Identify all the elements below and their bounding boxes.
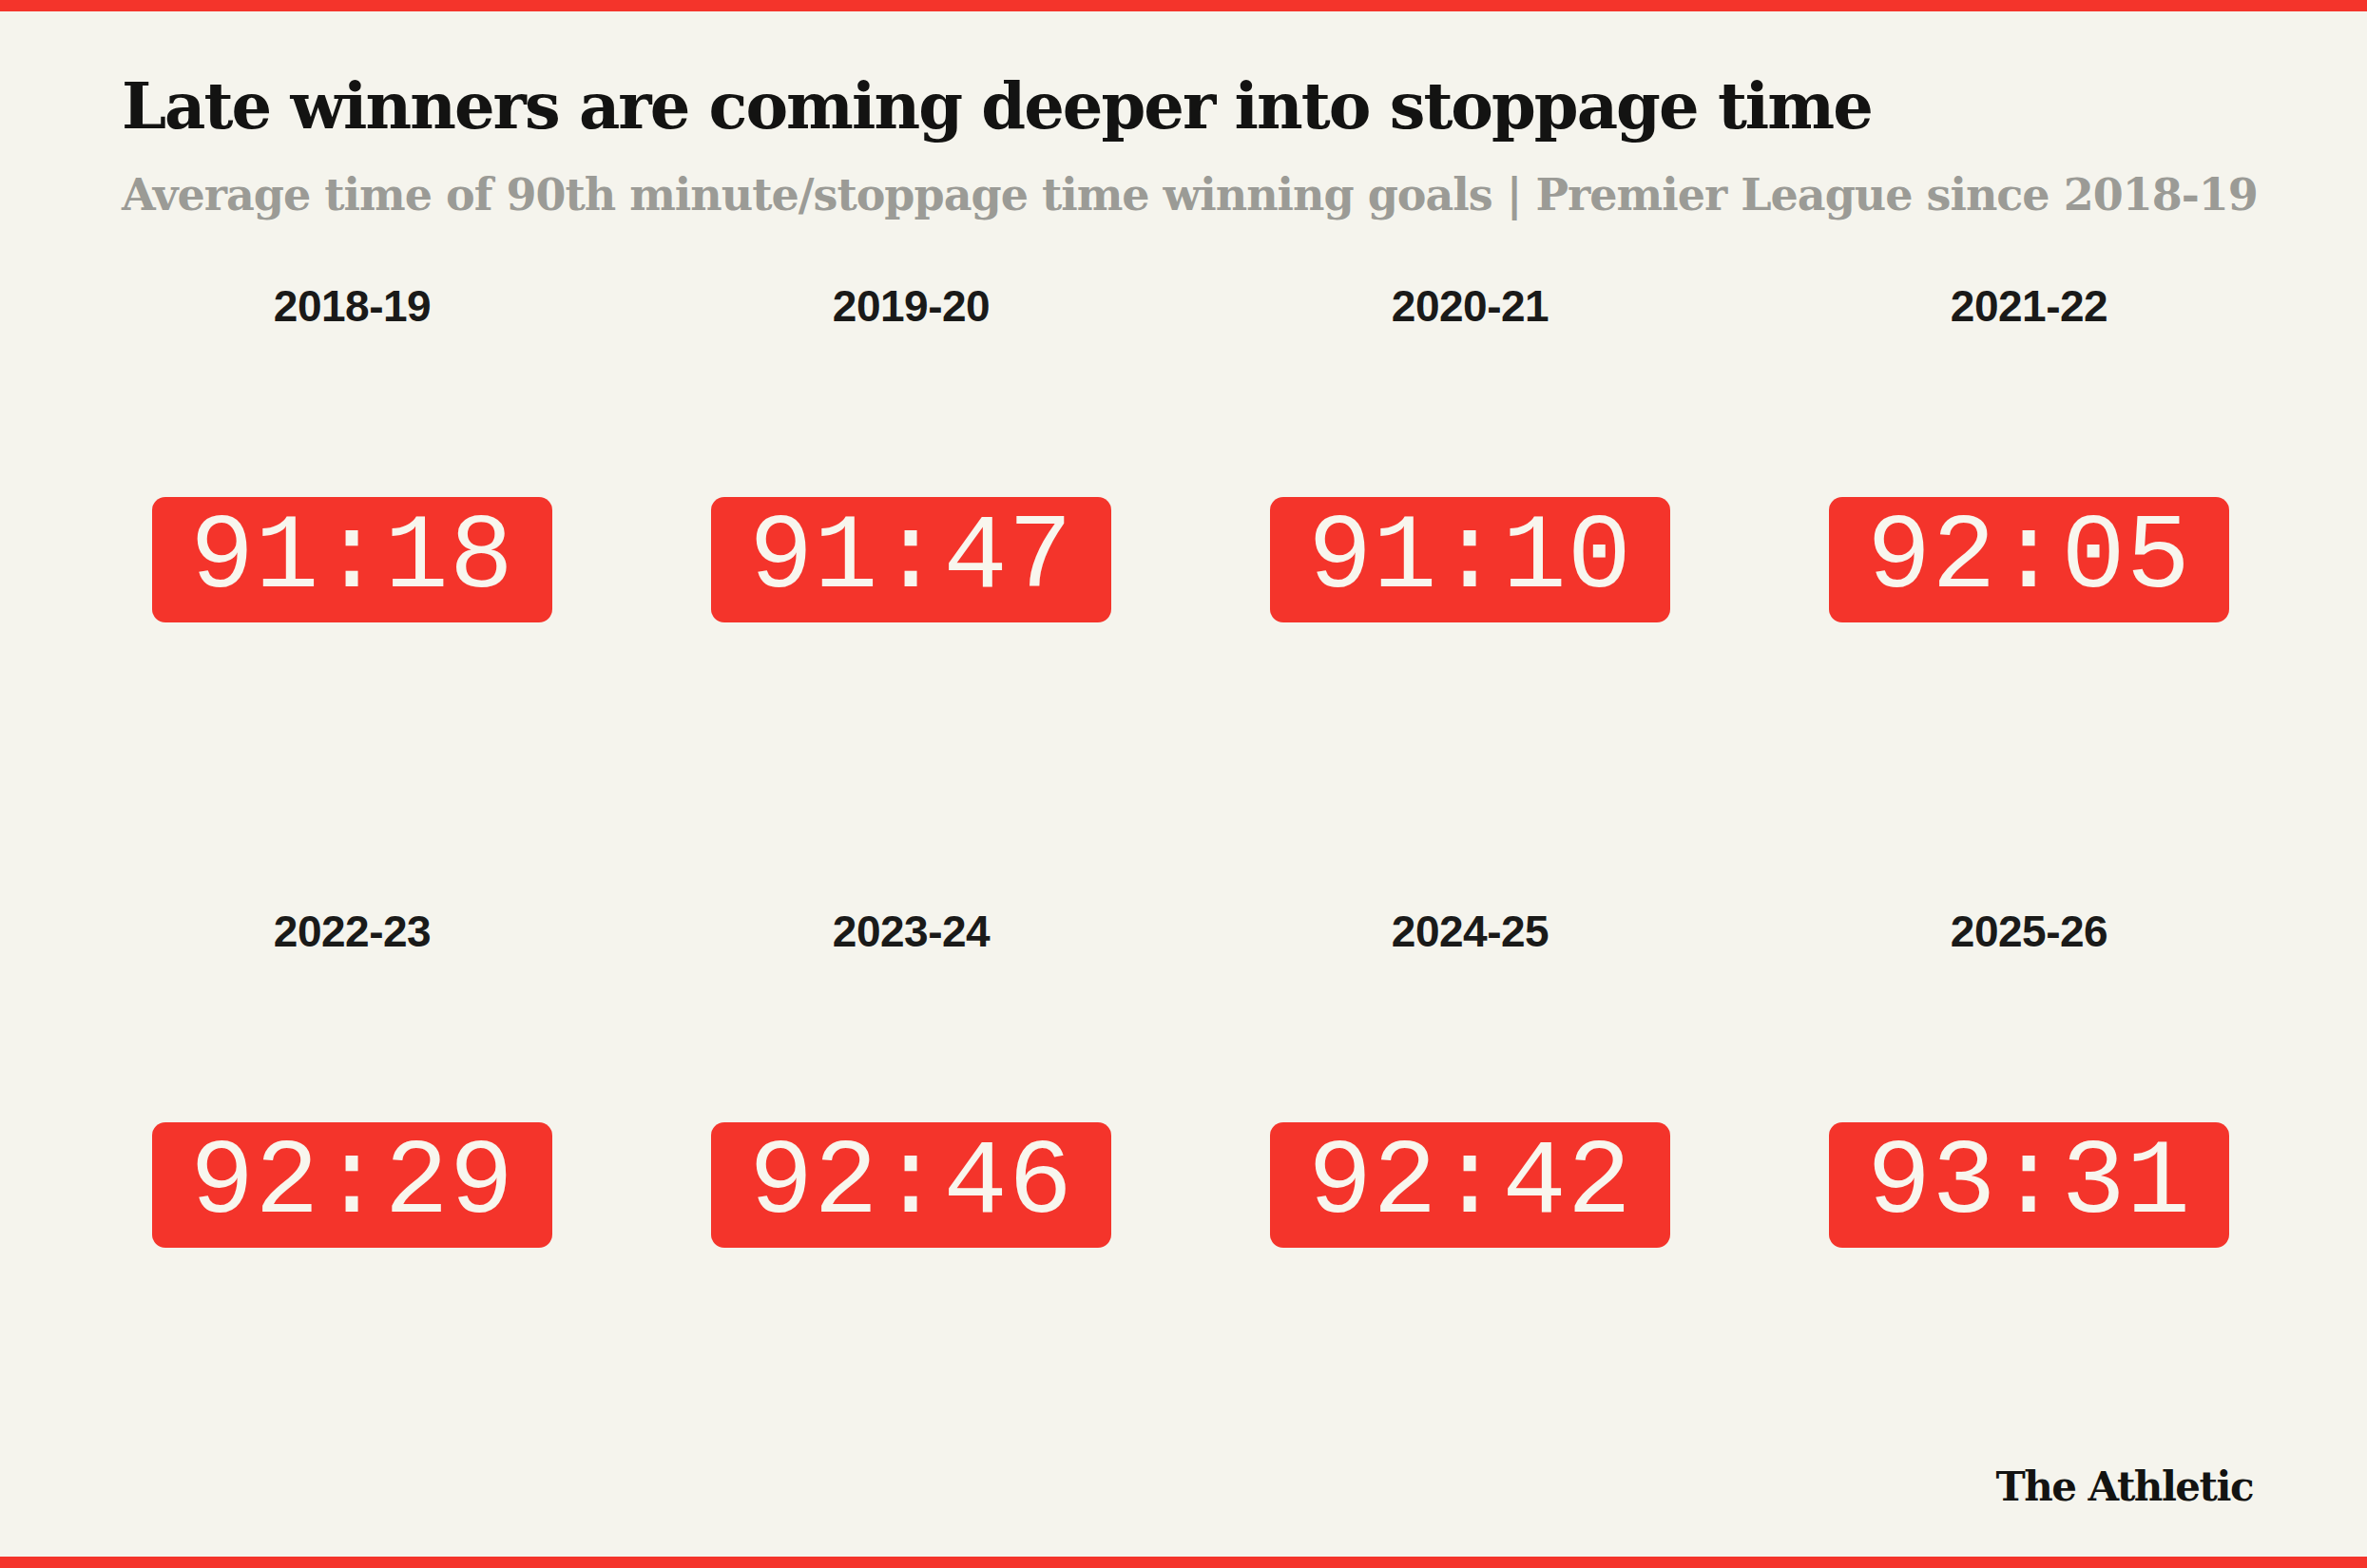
time-box: 93:31 bbox=[1829, 1122, 2229, 1248]
time-box: 91:18 bbox=[152, 497, 552, 622]
time-box: 92:05 bbox=[1829, 497, 2229, 622]
season-label: 2021-22 bbox=[1829, 277, 2229, 335]
season-cell: 2022-23 92:29 bbox=[152, 903, 552, 1248]
bottom-red-rule bbox=[0, 1557, 2367, 1568]
season-cell: 2023-24 92:46 bbox=[711, 903, 1111, 1248]
time-value: 92:29 bbox=[152, 1122, 552, 1246]
time-value: 91:47 bbox=[711, 497, 1111, 621]
season-label: 2022-23 bbox=[152, 903, 552, 960]
season-cell: 2018-19 91:18 bbox=[152, 277, 552, 622]
season-cell: 2020-21 91:10 bbox=[1270, 277, 1670, 622]
season-cell: 2019-20 91:47 bbox=[711, 277, 1111, 622]
season-cell: 2021-22 92:05 bbox=[1829, 277, 2229, 622]
chart-title: Late winners are coming deeper into stop… bbox=[122, 68, 2308, 143]
chart-subtitle: Average time of 90th minute/stoppage tim… bbox=[122, 169, 2346, 220]
time-value: 92:05 bbox=[1829, 497, 2229, 621]
time-box: 92:29 bbox=[152, 1122, 552, 1248]
time-box: 92:46 bbox=[711, 1122, 1111, 1248]
time-value: 92:42 bbox=[1270, 1122, 1670, 1246]
season-label: 2019-20 bbox=[711, 277, 1111, 335]
time-box: 92:42 bbox=[1270, 1122, 1670, 1248]
top-red-rule bbox=[0, 0, 2367, 11]
time-box: 91:10 bbox=[1270, 497, 1670, 622]
time-value: 91:10 bbox=[1270, 497, 1670, 621]
time-box: 91:47 bbox=[711, 497, 1111, 622]
season-cell: 2024-25 92:42 bbox=[1270, 903, 1670, 1248]
season-label: 2024-25 bbox=[1270, 903, 1670, 960]
season-label: 2025-26 bbox=[1829, 903, 2229, 960]
time-value: 93:31 bbox=[1829, 1122, 2229, 1246]
season-label: 2023-24 bbox=[711, 903, 1111, 960]
the-athletic-logo: The Athletic bbox=[1995, 1463, 2253, 1510]
time-value: 91:18 bbox=[152, 497, 552, 621]
time-value: 92:46 bbox=[711, 1122, 1111, 1246]
infographic-canvas: Late winners are coming deeper into stop… bbox=[0, 0, 2367, 1568]
season-cell: 2025-26 93:31 bbox=[1829, 903, 2229, 1248]
season-label: 2020-21 bbox=[1270, 277, 1670, 335]
season-label: 2018-19 bbox=[152, 277, 552, 335]
